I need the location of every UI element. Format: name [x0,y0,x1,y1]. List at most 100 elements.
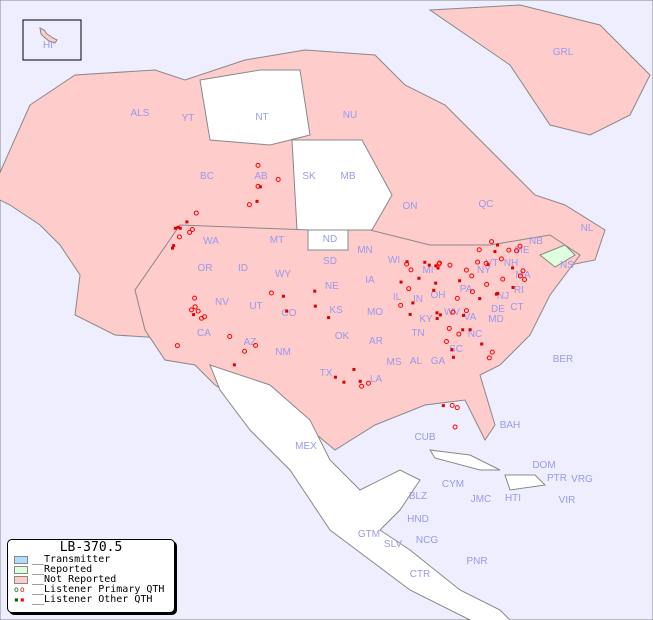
region-label-dom: DOM [532,460,555,471]
listener-other-qth [461,313,465,317]
region-label-ut: UT [249,301,262,312]
region-label-in: IN [413,294,423,305]
listener-primary-qth [443,338,449,344]
listener-other-qth [232,363,236,367]
listener-primary-qth [484,281,490,287]
region-label-ber: BER [553,354,574,365]
listener-other-qth [478,297,482,301]
region-label-ga: GA [431,356,446,367]
listener-primary-qth [242,348,248,354]
region-label-nd: ND [323,234,337,245]
region-ns [539,244,576,268]
region-label-vrg: VRG [571,474,593,485]
listener-primary-qth [489,239,495,245]
reported-swatch [14,566,28,574]
listener-primary-qth [447,262,453,268]
listener-primary-qth [454,295,460,301]
not-reported-swatch [14,576,28,584]
listener-other-qth [511,266,515,270]
region-grl [428,4,651,136]
region-label-id: ID [238,263,248,274]
listener-other-qth [494,292,498,296]
listener-primary-qth [189,226,195,232]
legend: LB-370.5 __Transmitter __Reported __Not … [7,539,175,613]
region-label-va: VA [464,312,477,323]
listener-primary-qth [476,247,482,253]
listener-other-qth [411,301,415,305]
listener-primary-qth [517,243,523,249]
listener-other-qth [438,313,442,317]
region-label-mo: MO [367,307,383,318]
region-label-vt: VT [486,258,499,269]
listener-other-qth [423,260,427,264]
listener-primary-qth [268,290,274,296]
listener-other-qth [427,263,431,267]
listener-primary-qth [498,256,504,262]
listener-other-qth [176,225,180,229]
listener-other-qth [441,404,445,408]
listener-primary-qth [450,309,456,315]
region-label-me: ME [515,245,530,256]
listener-other-qth [408,312,412,316]
region-mexico-central-america [209,364,511,620]
listener-markers [171,162,528,430]
region-label-ncg: NCG [416,535,438,546]
listener-other-qth [435,311,439,315]
listener-primary-qth [489,349,495,355]
region-label-hi: HI [43,40,53,51]
listener-primary-qth [483,260,489,266]
listener-primary-qth [253,342,259,348]
listener-primary-qth [398,302,404,308]
region-cub [429,449,501,471]
listener-primary-qth [517,273,523,279]
listener-other-qth [417,276,421,280]
listener-primary-qth [454,405,460,411]
listener-other-qth [313,289,317,293]
region-label-wy: WY [275,269,291,280]
listener-primary-qth [187,229,193,235]
region-label-cub: CUB [414,432,435,443]
region-label-al: AL [410,356,423,367]
legend-label: __Transmitter [32,554,111,565]
region-label-hnd: HND [407,514,429,525]
listener-primary-qth [456,331,462,337]
region-label-nm: NM [275,347,291,358]
listener-primary-qth [404,261,410,267]
region-label-bc: BC [200,171,214,182]
listener-primary-qth [463,308,469,314]
region-label-la: LA [370,374,383,385]
region-label-grl: GRL [553,47,574,58]
listener-primary-qth [188,307,194,313]
listener-primary-qth [449,402,455,408]
listener-primary-qth [176,234,182,240]
listener-other-qth [511,285,515,289]
region-label-nv: NV [215,297,229,308]
region-label-ca: CA [197,328,211,339]
listener-other-qth [178,226,182,230]
listener-other-qth [358,379,362,383]
region-label-il: IL [393,292,402,303]
region-label-nu: NU [343,110,357,121]
listener-other-qth [480,342,484,346]
region-label-sc: SC [449,344,463,355]
listener-other-qth [451,355,455,359]
region-label-ky: KY [419,314,433,325]
region-label-wi: WI [388,255,400,266]
listener-primary-qth [193,210,199,216]
listener-primary-qth [408,267,414,273]
region-label-sk: SK [302,171,316,182]
listener-primary-qth [452,424,458,430]
region-label-nj: NJ [497,291,509,302]
listener-other-qth [342,380,346,384]
legend-label: __Reported [32,564,93,575]
region-label-nh: NH [504,258,518,269]
region-label-mn: MN [357,245,373,256]
listener-primary-qth [275,176,281,182]
legend-title: LB-370.5 [59,540,123,555]
region-label-wv: WV [444,307,460,318]
region-label-ks: KS [329,305,343,316]
region-label-nb: NB [529,236,543,247]
listener-other-qth [172,244,176,248]
region-label-blz: BLZ [409,491,427,502]
region-label-ptr: PTR [547,473,567,484]
